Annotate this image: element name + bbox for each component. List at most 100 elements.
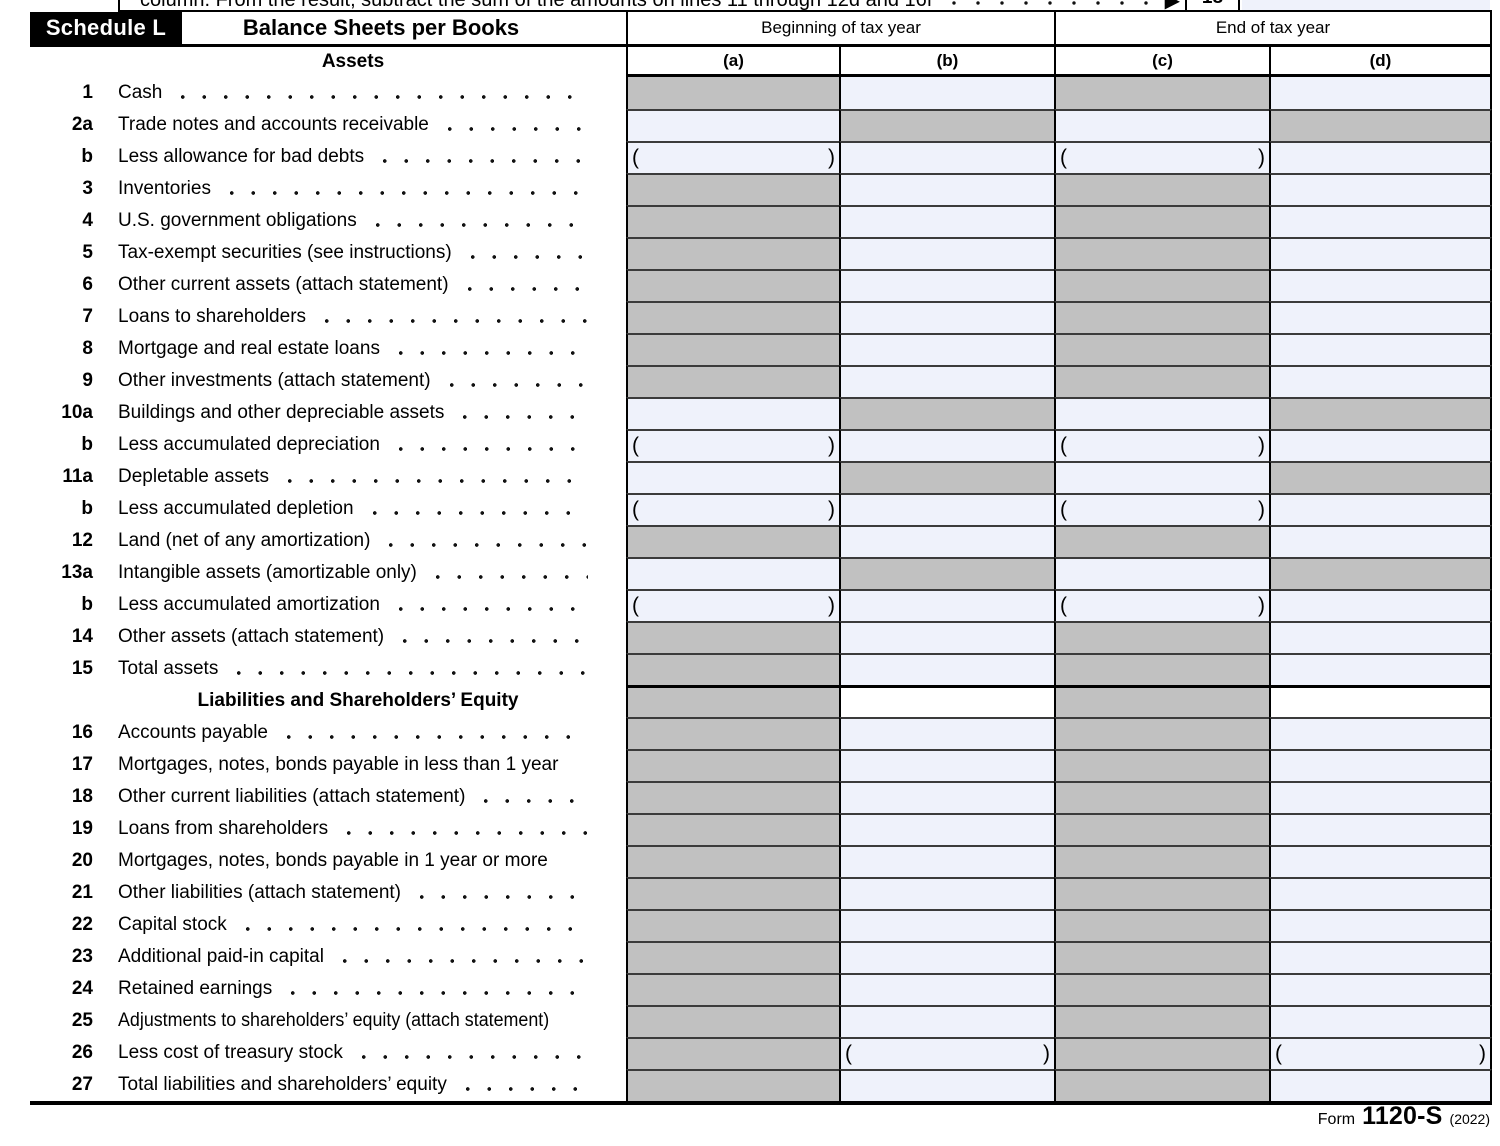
cell-d-20[interactable]: [1269, 845, 1492, 877]
cell-d-27[interactable]: [1269, 1069, 1492, 1101]
cell-d-9[interactable]: [1269, 365, 1492, 397]
cell-d-5[interactable]: [1269, 237, 1492, 269]
cell-b-5[interactable]: [839, 237, 1054, 269]
cell-d-21[interactable]: [1269, 877, 1492, 909]
cell-d-10a: [1269, 397, 1492, 429]
cell-a-27: [626, 1069, 839, 1101]
cell-b-26[interactable]: (): [839, 1037, 1054, 1069]
cell-a-b[interactable]: (): [626, 493, 839, 525]
cell-d-b[interactable]: [1269, 141, 1492, 173]
cell-d-8[interactable]: [1269, 333, 1492, 365]
cell-d-22[interactable]: [1269, 909, 1492, 941]
cell-a-b[interactable]: (): [626, 141, 839, 173]
cell-b-b[interactable]: [839, 429, 1054, 461]
cell-c-b[interactable]: (): [1054, 589, 1269, 621]
dot-leader: [454, 397, 588, 429]
cell-d-b[interactable]: [1269, 589, 1492, 621]
table-bottom-border: [30, 1101, 1492, 1105]
cell-b-6[interactable]: [839, 269, 1054, 301]
cell-d-18[interactable]: [1269, 781, 1492, 813]
cell-d-1[interactable]: [1269, 77, 1492, 109]
cell-a-b[interactable]: (): [626, 589, 839, 621]
cell-a-2a[interactable]: [626, 109, 839, 141]
cell-b-4[interactable]: [839, 205, 1054, 237]
cell-b-1[interactable]: [839, 77, 1054, 109]
cell-d-4[interactable]: [1269, 205, 1492, 237]
cell-b-b[interactable]: [839, 493, 1054, 525]
table-row-9: 9 Other investments (attach statement): [30, 365, 1492, 397]
cell-b-27[interactable]: [839, 1069, 1054, 1101]
cell-c-11a[interactable]: [1054, 461, 1269, 493]
cell-b-b[interactable]: [839, 589, 1054, 621]
cell-d-17[interactable]: [1269, 749, 1492, 781]
table-row-18: 18 Other current liabilities (attach stat…: [30, 781, 1492, 813]
cell-b-7[interactable]: [839, 301, 1054, 333]
row-label-cell: 25 Adjustments to shareholders’ equity (a…: [30, 1005, 626, 1037]
table-row-21: 21 Other liabilities (attach statement): [30, 877, 1492, 909]
paren-close: ): [1258, 498, 1265, 521]
cell-b-23[interactable]: [839, 941, 1054, 973]
row-number: 17: [71, 754, 93, 775]
cell-d-6[interactable]: [1269, 269, 1492, 301]
cell-a-b[interactable]: (): [626, 429, 839, 461]
cell-c-b[interactable]: (): [1054, 429, 1269, 461]
cell-b-9[interactable]: [839, 365, 1054, 397]
cell-d-3[interactable]: [1269, 173, 1492, 205]
dot-leader: [228, 653, 588, 685]
cell-c-13a[interactable]: [1054, 557, 1269, 589]
cell-d-12[interactable]: [1269, 525, 1492, 557]
cell-b-11a: [839, 461, 1054, 493]
cell-c-17: [1054, 749, 1269, 781]
clipped-entry-field[interactable]: [1242, 0, 1490, 10]
cell-d-b[interactable]: [1269, 493, 1492, 525]
cell-c-b[interactable]: (): [1054, 141, 1269, 173]
row-label-cell: 5 Tax-exempt securities (see instructions…: [30, 237, 626, 269]
cell-b-b[interactable]: [839, 141, 1054, 173]
cell-b-18[interactable]: [839, 781, 1054, 813]
cell-a-11a[interactable]: [626, 461, 839, 493]
cell-d-15[interactable]: [1269, 653, 1492, 685]
cell-b-24[interactable]: [839, 973, 1054, 1005]
cell-d-24[interactable]: [1269, 973, 1492, 1005]
cell-a-10a[interactable]: [626, 397, 839, 429]
cell-b-17[interactable]: [839, 749, 1054, 781]
table-row-10a: 10a Buildings and other depreciable asset…: [30, 397, 1492, 429]
cell-d-16[interactable]: [1269, 717, 1492, 749]
cell-a-13a[interactable]: [626, 557, 839, 589]
row-number: 21: [71, 882, 93, 903]
cell-b-3[interactable]: [839, 173, 1054, 205]
cell-d-23[interactable]: [1269, 941, 1492, 973]
cell-b-22[interactable]: [839, 909, 1054, 941]
cell-c-2a[interactable]: [1054, 109, 1269, 141]
row-number: 27: [71, 1074, 93, 1095]
cell-d-14[interactable]: [1269, 621, 1492, 653]
row-label: Buildings and other depreciable assets: [118, 402, 445, 423]
cell-b-20[interactable]: [839, 845, 1054, 877]
cell-c-1: [1054, 77, 1269, 109]
row-label-cell: b Less accumulated amortization: [30, 589, 626, 621]
row-label-cell: 10a Buildings and other depreciable asset…: [30, 397, 626, 429]
cell-c-8: [1054, 333, 1269, 365]
row-label: Land (net of any amortization): [118, 530, 371, 551]
cell-c-10a[interactable]: [1054, 397, 1269, 429]
cell-a-18: [626, 781, 839, 813]
cell-b-21[interactable]: [839, 877, 1054, 909]
cell-b-8[interactable]: [839, 333, 1054, 365]
cell-b-15[interactable]: [839, 653, 1054, 685]
cell-d-26[interactable]: (): [1269, 1037, 1492, 1069]
cell-d-13a: [1269, 557, 1492, 589]
cell-d-25[interactable]: [1269, 1005, 1492, 1037]
cell-b-25[interactable]: [839, 1005, 1054, 1037]
cell-d-19[interactable]: [1269, 813, 1492, 845]
row-number: 13a: [61, 562, 93, 583]
cell-c-b[interactable]: (): [1054, 493, 1269, 525]
cell-d-b[interactable]: [1269, 429, 1492, 461]
cell-a-section: [626, 685, 839, 717]
cell-b-19[interactable]: [839, 813, 1054, 845]
cell-b-14[interactable]: [839, 621, 1054, 653]
cell-b-16[interactable]: [839, 717, 1054, 749]
dot-leader: [475, 781, 588, 813]
cell-d-7[interactable]: [1269, 301, 1492, 333]
cell-b-12[interactable]: [839, 525, 1054, 557]
